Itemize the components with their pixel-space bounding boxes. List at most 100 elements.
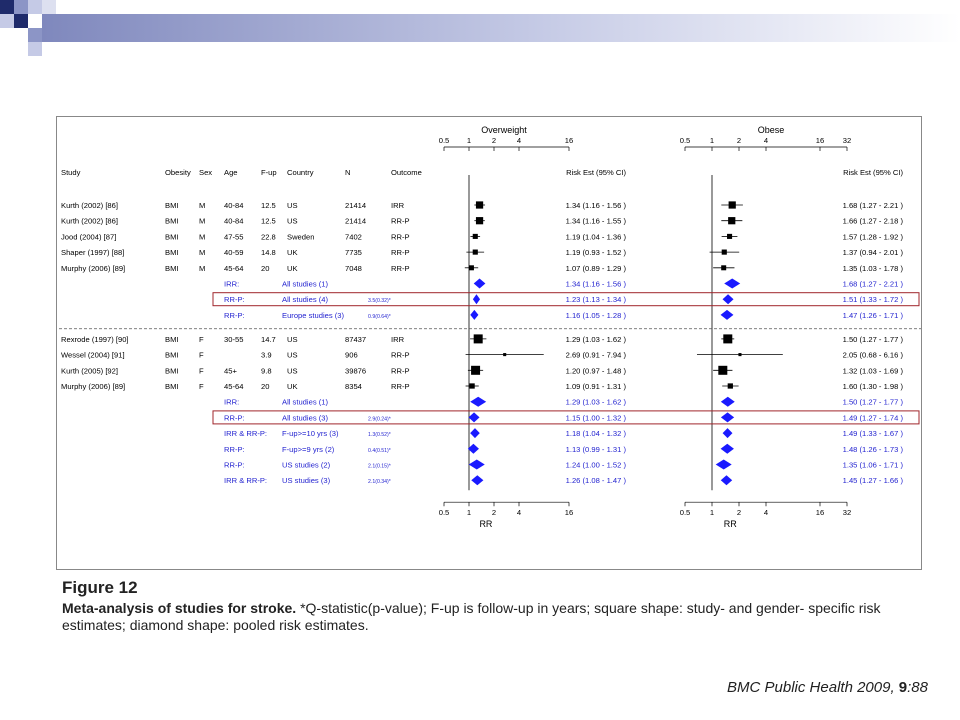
figure-caption: Figure 12 Meta-analysis of studies for s… xyxy=(62,578,932,634)
row-0-age: 40-84 xyxy=(224,201,243,210)
row-12-age: 45-64 xyxy=(224,382,243,391)
deco-square-lavender-4 xyxy=(28,28,42,42)
row-15-diamond-ow xyxy=(470,428,480,439)
row-2-study: Jood (2004) [87] xyxy=(61,232,116,241)
row-17-description: US studies (2) xyxy=(282,461,331,470)
col-header-country: Country xyxy=(287,168,314,177)
row-15-q-statistic: 1.3(0.52)* xyxy=(368,432,391,438)
top-tick-label-1-0: 0.5 xyxy=(680,136,691,145)
row-0-square-ow xyxy=(475,201,484,209)
row-11-sex: F xyxy=(199,366,204,375)
top-tick-label-1-5: 32 xyxy=(843,136,851,145)
row-13-type-label: IRR: xyxy=(224,398,239,407)
row-18-diamond-ow xyxy=(471,475,484,486)
row-1-n: 21414 xyxy=(345,217,366,226)
top-tick-label-0-2: 2 xyxy=(492,136,496,145)
row-10-estimate-overweight: 2.69 (0.91 - 7.94 ) xyxy=(566,351,627,360)
row-5-description: All studies (1) xyxy=(282,280,328,289)
row-9-outcome: IRR xyxy=(391,335,405,344)
row-5-diamond-ow xyxy=(473,278,486,289)
col-header-study: Study xyxy=(61,168,81,177)
row-9-obesity: BMI xyxy=(165,335,179,344)
row-15-diamond-ob xyxy=(722,428,733,439)
row-9-study: Rexrode (1997) [90] xyxy=(61,335,129,344)
row-10-n: 906 xyxy=(345,351,358,360)
bottom-tick-label-1-4: 16 xyxy=(816,508,824,517)
col-header-n: N xyxy=(345,168,350,177)
row-4-obesity: BMI xyxy=(165,264,179,273)
row-12-estimate-obese: 1.60 (1.30 - 1.98 ) xyxy=(843,382,904,391)
row-1-outcome: RR-P xyxy=(391,217,410,226)
row-7-type-label: RR-P: xyxy=(224,311,245,320)
row-2-obesity: BMI xyxy=(165,232,179,241)
row-3-estimate-overweight: 1.19 (0.93 - 1.52 ) xyxy=(566,248,627,257)
top-tick-label-0-3: 4 xyxy=(517,136,521,145)
row-14-estimate-obese: 1.49 (1.27 - 1.74 ) xyxy=(843,413,904,422)
x-axis-label-1: RR xyxy=(724,519,737,529)
row-10-square-ob xyxy=(738,353,742,357)
row-9-sex: F xyxy=(199,335,204,344)
row-2-estimate-overweight: 1.19 (1.04 - 1.36 ) xyxy=(566,232,627,241)
row-18-description: US studies (3) xyxy=(282,476,331,485)
bottom-tick-label-1-2: 2 xyxy=(737,508,741,517)
row-15-estimate-obese: 1.49 (1.33 - 1.67 ) xyxy=(843,429,904,438)
row-18-type-label: IRR & RR-P: xyxy=(224,476,267,485)
row-14-diamond-ob xyxy=(720,412,735,423)
row-11-study: Kurth (2005) [92] xyxy=(61,366,118,375)
row-15-estimate-overweight: 1.18 (1.04 - 1.32 ) xyxy=(566,429,627,438)
row-13-diamond-ow xyxy=(470,396,487,407)
row-9-fup: 14.7 xyxy=(261,335,276,344)
row-17-diamond-ow xyxy=(468,459,485,470)
row-12-square-ob xyxy=(727,383,733,389)
row-16-description: F-up>=9 yrs (2) xyxy=(282,445,335,454)
row-9-square-ob xyxy=(723,334,733,344)
row-11-age: 45+ xyxy=(224,366,237,375)
row-6-highlight-box xyxy=(212,292,920,307)
deco-square-navy-1 xyxy=(0,0,14,14)
row-12-n: 8354 xyxy=(345,382,362,391)
row-2-country: Sweden xyxy=(287,232,314,241)
row-4-country: UK xyxy=(287,264,298,273)
row-6-description: All studies (4) xyxy=(282,295,328,304)
row-14-diamond-ow xyxy=(468,412,480,423)
row-2-outcome: RR-P xyxy=(391,232,410,241)
row-12-sex: F xyxy=(199,382,204,391)
row-14-estimate-overweight: 1.15 (1.00 - 1.32 ) xyxy=(566,413,627,422)
row-14-type-label: RR-P: xyxy=(224,413,245,422)
row-6-q-statistic: 3.5(0.32)* xyxy=(368,298,391,304)
row-3-study: Shaper (1997) [88] xyxy=(61,248,124,257)
row-2-fup: 22.8 xyxy=(261,232,276,241)
row-10-sex: F xyxy=(199,351,204,360)
header-gradient-bar xyxy=(42,14,960,42)
citation: BMC Public Health 2009, 9:88 xyxy=(727,679,928,696)
row-6-diamond-ow xyxy=(472,294,481,305)
top-tick-label-1-1: 1 xyxy=(710,136,714,145)
row-2-estimate-obese: 1.57 (1.28 - 1.92 ) xyxy=(843,232,904,241)
citation-journal: BMC Public Health xyxy=(727,679,853,696)
row-0-obesity: BMI xyxy=(165,201,179,210)
row-6-diamond-ob xyxy=(722,294,734,305)
row-2-sex: M xyxy=(199,232,205,241)
row-4-estimate-obese: 1.35 (1.03 - 1.78 ) xyxy=(843,264,904,273)
row-6-estimate-obese: 1.51 (1.33 - 1.72 ) xyxy=(843,295,904,304)
row-4-outcome: RR-P xyxy=(391,264,410,273)
row-3-estimate-obese: 1.37 (0.94 - 2.01 ) xyxy=(843,248,904,257)
deco-square-lavender-6 xyxy=(42,0,56,14)
panel-title-0: Overweight xyxy=(481,125,527,135)
bottom-tick-label-0-0: 0.5 xyxy=(439,508,450,517)
row-10-square-ow xyxy=(503,353,507,357)
row-3-sex: M xyxy=(199,248,205,257)
row-11-obesity: BMI xyxy=(165,366,179,375)
row-11-outcome: RR-P xyxy=(391,366,410,375)
bottom-tick-label-1-5: 32 xyxy=(843,508,851,517)
caption-body: Meta-analysis of studies for stroke. *Q-… xyxy=(62,600,932,634)
row-10-estimate-obese: 2.05 (0.68 - 6.16 ) xyxy=(843,351,904,360)
row-10-obesity: BMI xyxy=(165,351,179,360)
bottom-tick-label-1-0: 0.5 xyxy=(680,508,691,517)
top-tick-label-1-2: 2 xyxy=(737,136,741,145)
row-0-study: Kurth (2002) [86] xyxy=(61,201,118,210)
row-13-diamond-ob xyxy=(720,396,735,407)
row-9-n: 87437 xyxy=(345,335,366,344)
row-11-estimate-obese: 1.32 (1.03 - 1.69 ) xyxy=(843,366,904,375)
row-7-q-statistic: 0.9(0.64)* xyxy=(368,314,391,320)
